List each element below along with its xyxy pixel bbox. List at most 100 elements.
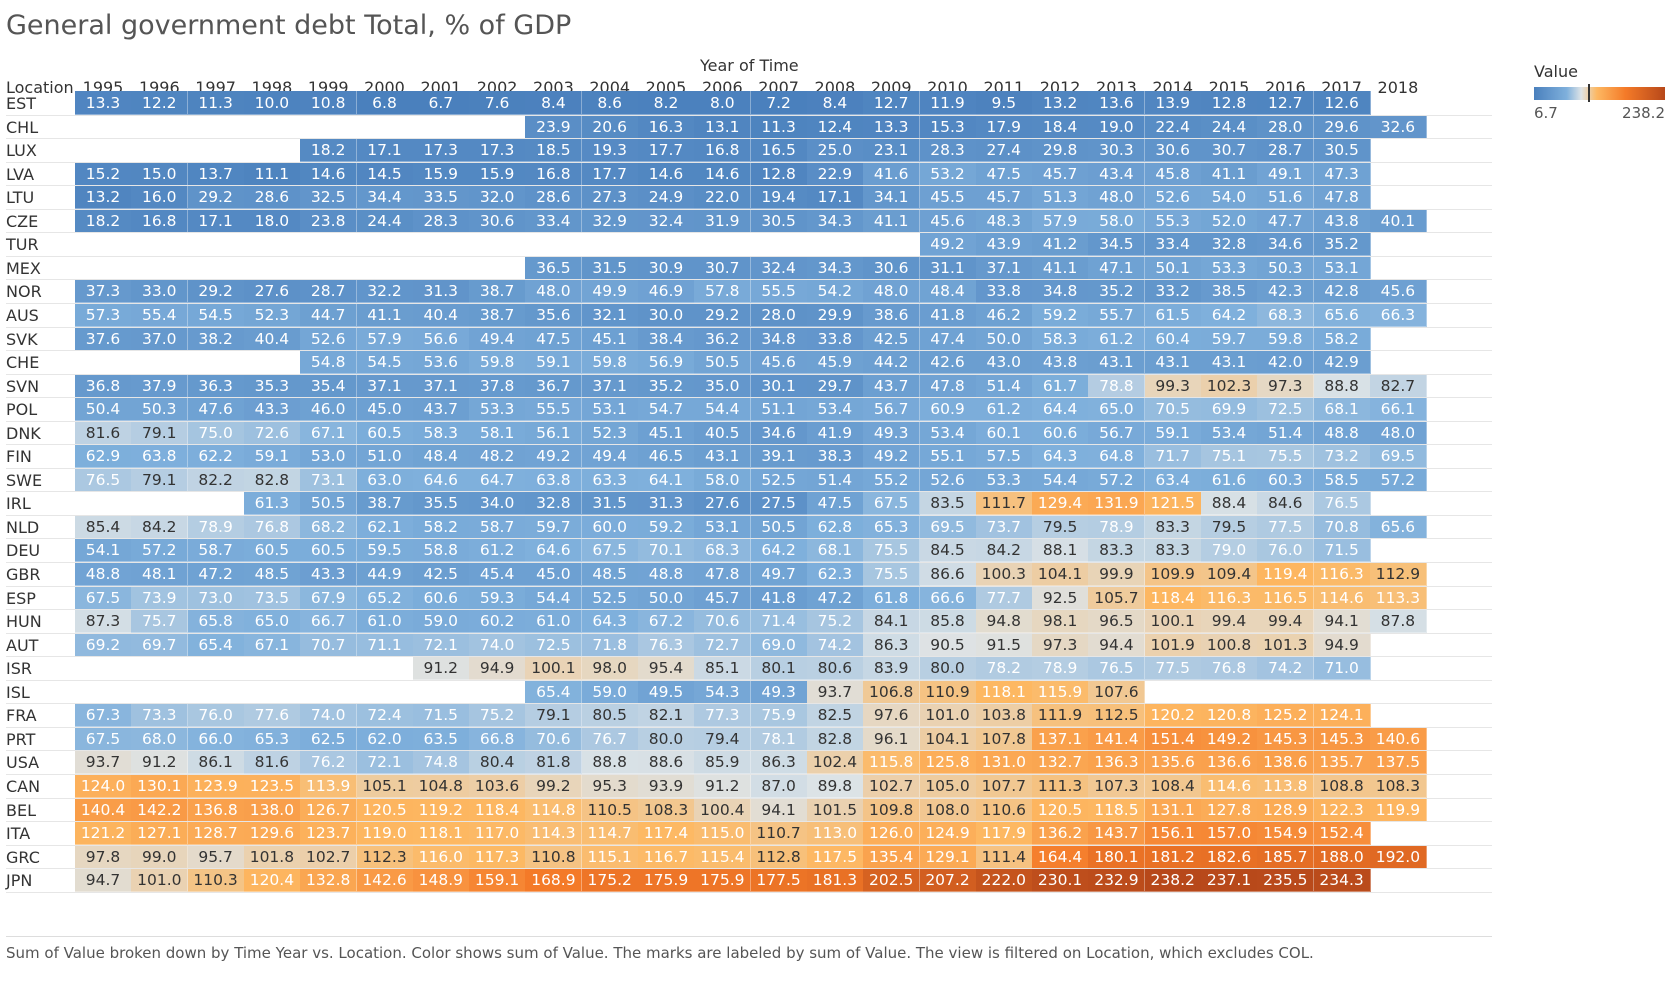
heatmap-cell[interactable]: 47.5 [806, 491, 864, 516]
heatmap-cell[interactable]: 69.7 [131, 632, 189, 657]
heatmap-cell[interactable]: 76.5 [1088, 656, 1146, 681]
heatmap-cell[interactable]: 59.1 [1144, 420, 1202, 445]
heatmap-cell[interactable]: 52.3 [243, 302, 301, 327]
heatmap-cell[interactable]: 222.0 [975, 868, 1033, 893]
heatmap-cell[interactable]: 116.0 [412, 844, 470, 869]
heatmap-cell[interactable]: 127.1 [131, 821, 189, 846]
heatmap-cell[interactable]: 56.7 [1088, 420, 1146, 445]
heatmap-cell[interactable]: 125.2 [1257, 703, 1315, 728]
heatmap-cell[interactable]: 11.3 [750, 114, 808, 139]
heatmap-cell[interactable]: 113.8 [1257, 773, 1315, 798]
heatmap-cell[interactable]: 51.3 [1032, 185, 1090, 210]
heatmap-cell[interactable]: 47.5 [975, 161, 1033, 186]
heatmap-cell[interactable]: 118.5 [1088, 797, 1146, 822]
heatmap-cell[interactable]: 58.0 [1088, 208, 1146, 233]
heatmap-cell[interactable]: 138.0 [243, 797, 301, 822]
heatmap-cell[interactable]: 110.8 [525, 844, 583, 869]
heatmap-cell[interactable]: 47.1 [1088, 255, 1146, 280]
heatmap-cell[interactable]: 52.5 [750, 467, 808, 492]
heatmap-cell[interactable]: 88.8 [581, 750, 639, 775]
heatmap-cell[interactable]: 59.8 [581, 350, 639, 375]
heatmap-cell[interactable]: 48.3 [975, 208, 1033, 233]
heatmap-cell[interactable]: 13.1 [694, 114, 752, 139]
heatmap-cell[interactable]: 43.7 [863, 373, 921, 398]
heatmap-cell[interactable]: 63.0 [356, 467, 414, 492]
heatmap-cell[interactable]: 30.0 [638, 302, 695, 327]
heatmap-cell[interactable]: 93.9 [638, 773, 695, 798]
heatmap-cell[interactable]: 58.2 [1313, 326, 1371, 351]
heatmap-cell[interactable]: 94.9 [469, 656, 527, 681]
heatmap-cell[interactable]: 29.2 [187, 279, 245, 304]
heatmap-cell[interactable]: 43.1 [1144, 350, 1202, 375]
heatmap-cell[interactable]: 118.4 [1144, 585, 1202, 610]
heatmap-cell[interactable]: 96.1 [863, 726, 921, 751]
heatmap-cell[interactable]: 47.2 [806, 585, 864, 610]
heatmap-cell[interactable]: 91.5 [975, 632, 1033, 657]
heatmap-cell[interactable]: 56.9 [638, 350, 695, 375]
heatmap-cell[interactable]: 60.6 [412, 585, 470, 610]
heatmap-cell[interactable]: 238.2 [1144, 868, 1202, 893]
heatmap-cell[interactable]: 85.9 [694, 750, 752, 775]
heatmap-cell[interactable]: 62.3 [806, 562, 864, 586]
heatmap-cell[interactable]: 82.1 [638, 703, 695, 728]
heatmap-cell[interactable]: 22.4 [1144, 114, 1202, 139]
heatmap-cell[interactable]: 13.7 [187, 161, 245, 186]
heatmap-cell[interactable]: 101.8 [243, 844, 301, 869]
heatmap-cell[interactable]: 128.9 [1257, 797, 1315, 822]
heatmap-cell[interactable]: 77.7 [975, 585, 1033, 610]
heatmap-cell[interactable]: 52.6 [1144, 185, 1202, 210]
heatmap-cell[interactable]: 129.4 [1032, 491, 1090, 516]
heatmap-cell[interactable]: 59.1 [243, 444, 301, 469]
heatmap-cell[interactable]: 59.3 [469, 585, 527, 610]
heatmap-cell[interactable]: 168.9 [525, 868, 583, 893]
heatmap-cell[interactable]: 34.6 [750, 420, 808, 445]
heatmap-cell[interactable]: 49.2 [863, 444, 921, 469]
heatmap-cell[interactable]: 34.8 [1032, 279, 1090, 304]
heatmap-cell[interactable]: 56.6 [412, 326, 470, 351]
heatmap-cell[interactable]: 64.8 [1088, 444, 1146, 469]
heatmap-cell[interactable]: 52.0 [1201, 208, 1258, 233]
heatmap-cell[interactable]: 33.8 [806, 326, 864, 351]
heatmap-cell[interactable]: 44.7 [300, 302, 358, 327]
heatmap-cell[interactable]: 78.9 [1088, 514, 1146, 539]
heatmap-cell[interactable]: 30.1 [750, 373, 808, 398]
heatmap-cell[interactable]: 63.8 [131, 444, 189, 469]
heatmap-cell[interactable]: 14.6 [694, 161, 752, 186]
heatmap-cell[interactable]: 71.5 [1313, 538, 1371, 563]
heatmap-cell[interactable]: 116.5 [1257, 585, 1315, 610]
heatmap-cell[interactable]: 156.1 [1144, 821, 1202, 846]
heatmap-cell[interactable]: 36.2 [694, 326, 752, 351]
heatmap-cell[interactable]: 72.5 [1257, 397, 1315, 422]
heatmap-cell[interactable]: 11.1 [243, 161, 301, 186]
heatmap-cell[interactable]: 37.1 [581, 373, 639, 398]
heatmap-cell[interactable]: 115.0 [694, 821, 752, 846]
heatmap-cell[interactable]: 48.4 [412, 444, 470, 469]
heatmap-cell[interactable]: 39.1 [750, 444, 808, 469]
heatmap-cell[interactable]: 82.2 [187, 467, 245, 492]
heatmap-cell[interactable]: 65.0 [1088, 397, 1146, 422]
heatmap-cell[interactable]: 74.0 [469, 632, 527, 657]
heatmap-cell[interactable]: 107.6 [1088, 679, 1146, 704]
heatmap-cell[interactable]: 137.5 [1369, 750, 1427, 775]
heatmap-cell[interactable]: 67.1 [243, 632, 301, 657]
heatmap-cell[interactable]: 17.7 [581, 161, 639, 186]
heatmap-cell[interactable]: 103.8 [975, 703, 1033, 728]
heatmap-cell[interactable]: 38.7 [469, 279, 527, 304]
heatmap-cell[interactable]: 42.6 [919, 350, 977, 375]
heatmap-cell[interactable]: 110.3 [187, 868, 245, 893]
heatmap-cell[interactable]: 38.4 [638, 326, 695, 351]
heatmap-cell[interactable]: 71.4 [750, 609, 808, 634]
heatmap-cell[interactable]: 121.5 [1144, 491, 1202, 516]
heatmap-cell[interactable]: 83.3 [1144, 538, 1202, 563]
heatmap-cell[interactable]: 53.1 [1313, 255, 1371, 280]
heatmap-cell[interactable]: 60.9 [919, 397, 977, 422]
heatmap-cell[interactable]: 49.3 [863, 420, 921, 445]
heatmap-cell[interactable]: 13.9 [1144, 91, 1202, 115]
heatmap-cell[interactable]: 159.1 [469, 868, 527, 893]
heatmap-cell[interactable]: 53.3 [1201, 255, 1258, 280]
heatmap-cell[interactable]: 84.6 [1257, 491, 1315, 516]
heatmap-cell[interactable]: 55.3 [1144, 208, 1202, 233]
heatmap-cell[interactable]: 140.6 [1369, 726, 1427, 751]
heatmap-cell[interactable]: 54.1 [75, 538, 132, 563]
heatmap-cell[interactable]: 63.8 [525, 467, 583, 492]
